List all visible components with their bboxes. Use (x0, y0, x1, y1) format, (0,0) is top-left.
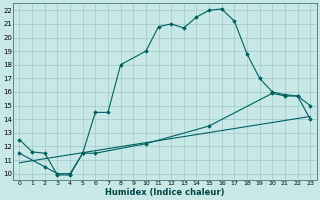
X-axis label: Humidex (Indice chaleur): Humidex (Indice chaleur) (105, 188, 225, 197)
